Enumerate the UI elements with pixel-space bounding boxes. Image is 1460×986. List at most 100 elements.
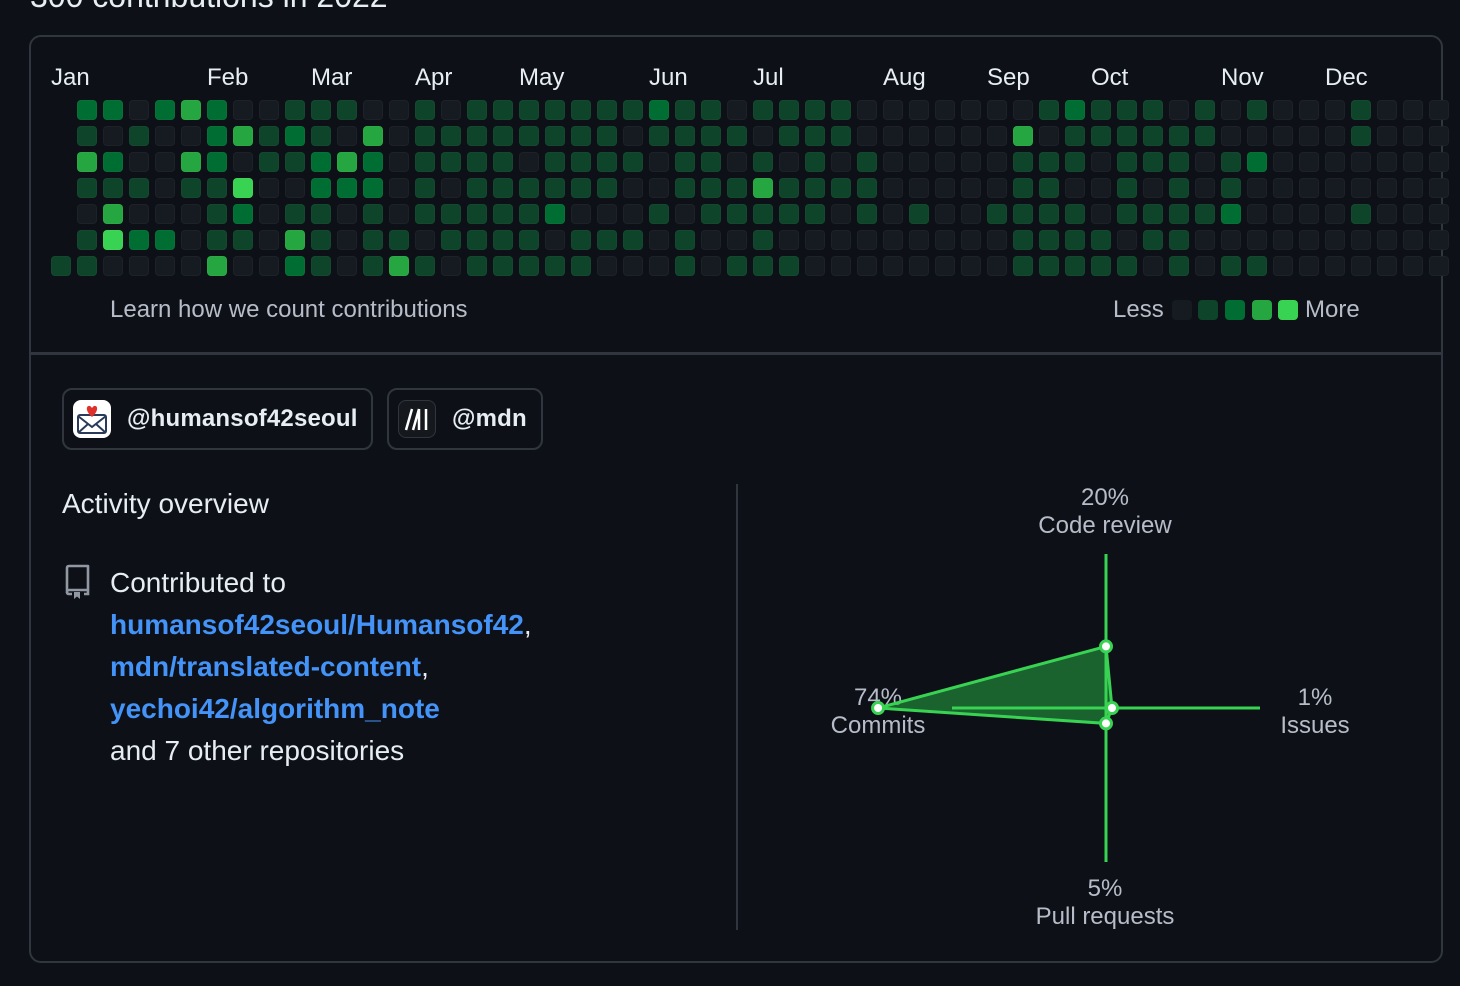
contribution-day[interactable] — [415, 256, 435, 276]
contribution-day[interactable] — [961, 152, 981, 172]
contribution-day[interactable] — [155, 178, 175, 198]
contribution-day[interactable] — [805, 126, 825, 146]
contribution-day[interactable] — [1143, 230, 1163, 250]
contribution-day[interactable] — [545, 152, 565, 172]
contribution-day[interactable] — [1221, 230, 1241, 250]
contribution-day[interactable] — [1039, 152, 1059, 172]
contribution-day[interactable] — [519, 256, 539, 276]
contribution-day[interactable] — [779, 100, 799, 120]
contribution-day[interactable] — [1013, 204, 1033, 224]
contribution-day[interactable] — [285, 100, 305, 120]
contribution-day[interactable] — [103, 256, 123, 276]
contribution-day[interactable] — [1065, 204, 1085, 224]
contribution-day[interactable] — [285, 178, 305, 198]
contribution-day[interactable] — [103, 152, 123, 172]
contribution-day[interactable] — [207, 256, 227, 276]
learn-count-link[interactable]: Learn how we count contributions — [110, 296, 468, 323]
contribution-day[interactable] — [207, 152, 227, 172]
contribution-day[interactable] — [1325, 100, 1345, 120]
contribution-day[interactable] — [987, 230, 1007, 250]
contribution-day[interactable] — [1091, 256, 1111, 276]
repo-link-translated-content[interactable]: mdn/translated-content — [110, 651, 422, 682]
contribution-day[interactable] — [1117, 178, 1137, 198]
contribution-day[interactable] — [311, 230, 331, 250]
contribution-day[interactable] — [571, 100, 591, 120]
contribution-day[interactable] — [1013, 178, 1033, 198]
contribution-day[interactable] — [363, 256, 383, 276]
contribution-day[interactable] — [701, 126, 721, 146]
contribution-day[interactable] — [1247, 204, 1267, 224]
contribution-day[interactable] — [1169, 256, 1189, 276]
contribution-day[interactable] — [467, 204, 487, 224]
contribution-day[interactable] — [1273, 126, 1293, 146]
contribution-day[interactable] — [623, 230, 643, 250]
contribution-day[interactable] — [1221, 126, 1241, 146]
contribution-day[interactable] — [545, 256, 565, 276]
contribution-day[interactable] — [935, 256, 955, 276]
contribution-day[interactable] — [1273, 204, 1293, 224]
contribution-day[interactable] — [623, 152, 643, 172]
contribution-day[interactable] — [753, 230, 773, 250]
org-button-mdn[interactable]: @mdn — [387, 388, 543, 450]
contribution-day[interactable] — [77, 100, 97, 120]
contribution-day[interactable] — [311, 204, 331, 224]
contribution-day[interactable] — [285, 204, 305, 224]
repo-link-algorithm-note[interactable]: yechoi42/algorithm_note — [110, 693, 440, 724]
contribution-day[interactable] — [337, 152, 357, 172]
contribution-day[interactable] — [1065, 100, 1085, 120]
contribution-day[interactable] — [363, 126, 383, 146]
contribution-day[interactable] — [1169, 152, 1189, 172]
contribution-day[interactable] — [883, 204, 903, 224]
contribution-day[interactable] — [129, 230, 149, 250]
org-button-humansof42seoul[interactable]: @humansof42seoul — [62, 388, 373, 450]
contribution-day[interactable] — [155, 126, 175, 146]
contribution-day[interactable] — [467, 230, 487, 250]
contribution-day[interactable] — [1169, 178, 1189, 198]
contribution-day[interactable] — [1195, 152, 1215, 172]
contribution-day[interactable] — [181, 204, 201, 224]
contribution-day[interactable] — [493, 126, 513, 146]
contribution-day[interactable] — [441, 256, 461, 276]
contribution-day[interactable] — [1221, 178, 1241, 198]
contribution-day[interactable] — [1221, 100, 1241, 120]
contribution-day[interactable] — [805, 100, 825, 120]
contribution-day[interactable] — [675, 152, 695, 172]
contribution-day[interactable] — [1143, 126, 1163, 146]
contribution-day[interactable] — [935, 178, 955, 198]
contribution-day[interactable] — [701, 204, 721, 224]
contribution-day[interactable] — [571, 230, 591, 250]
contribution-day[interactable] — [779, 256, 799, 276]
contribution-day[interactable] — [597, 178, 617, 198]
contribution-day[interactable] — [1403, 178, 1423, 198]
contribution-day[interactable] — [77, 126, 97, 146]
contribution-day[interactable] — [77, 178, 97, 198]
contribution-day[interactable] — [857, 178, 877, 198]
contribution-day[interactable] — [389, 100, 409, 120]
contribution-day[interactable] — [1377, 256, 1397, 276]
contribution-day[interactable] — [389, 256, 409, 276]
contribution-day[interactable] — [623, 256, 643, 276]
contribution-day[interactable] — [181, 126, 201, 146]
contribution-day[interactable] — [649, 126, 669, 146]
contribution-day[interactable] — [1065, 126, 1085, 146]
contribution-day[interactable] — [1325, 230, 1345, 250]
contribution-day[interactable] — [727, 152, 747, 172]
contribution-day[interactable] — [909, 230, 929, 250]
contribution-day[interactable] — [181, 230, 201, 250]
contribution-day[interactable] — [1429, 126, 1449, 146]
contribution-day[interactable] — [1429, 256, 1449, 276]
contribution-day[interactable] — [77, 230, 97, 250]
contribution-day[interactable] — [415, 126, 435, 146]
contribution-day[interactable] — [831, 152, 851, 172]
contribution-day[interactable] — [805, 256, 825, 276]
contribution-day[interactable] — [311, 100, 331, 120]
contribution-day[interactable] — [1143, 152, 1163, 172]
contribution-day[interactable] — [1065, 256, 1085, 276]
contribution-day[interactable] — [337, 100, 357, 120]
contribution-day[interactable] — [1247, 126, 1267, 146]
contribution-day[interactable] — [987, 126, 1007, 146]
contribution-day[interactable] — [155, 230, 175, 250]
contribution-day[interactable] — [1247, 256, 1267, 276]
contribution-day[interactable] — [1039, 256, 1059, 276]
contribution-day[interactable] — [1039, 178, 1059, 198]
